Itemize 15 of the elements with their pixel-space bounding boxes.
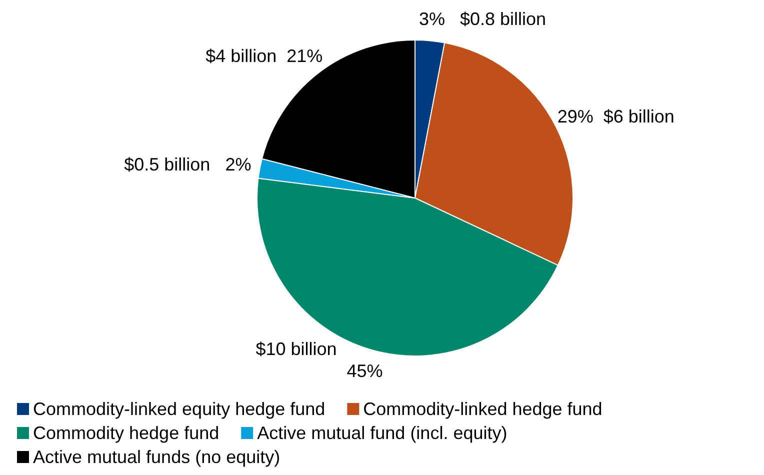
- data-label: 3%: [418, 8, 445, 29]
- data-label: 29%: [557, 106, 594, 126]
- text: $6 billion: [603, 106, 674, 126]
- data-label: 2%: [225, 154, 252, 174]
- legend-label: Commodity hedge fund: [33, 423, 220, 443]
- data-label: 21%: [286, 46, 323, 66]
- legend-label: Commodity-linked hedge fund: [363, 399, 602, 419]
- legend-label: Commodity-linked equity hedge fund: [33, 399, 326, 419]
- legend-label: Active mutual funds (no equity): [33, 447, 280, 467]
- text: $4 billion: [206, 46, 277, 66]
- legend-label: Active mutual fund (incl. equity): [257, 423, 508, 443]
- text: $0.8 billion: [460, 8, 546, 29]
- text: $10 billion: [256, 338, 337, 359]
- data-label: 45%: [346, 360, 383, 381]
- text: $0.5 billion: [124, 154, 210, 174]
